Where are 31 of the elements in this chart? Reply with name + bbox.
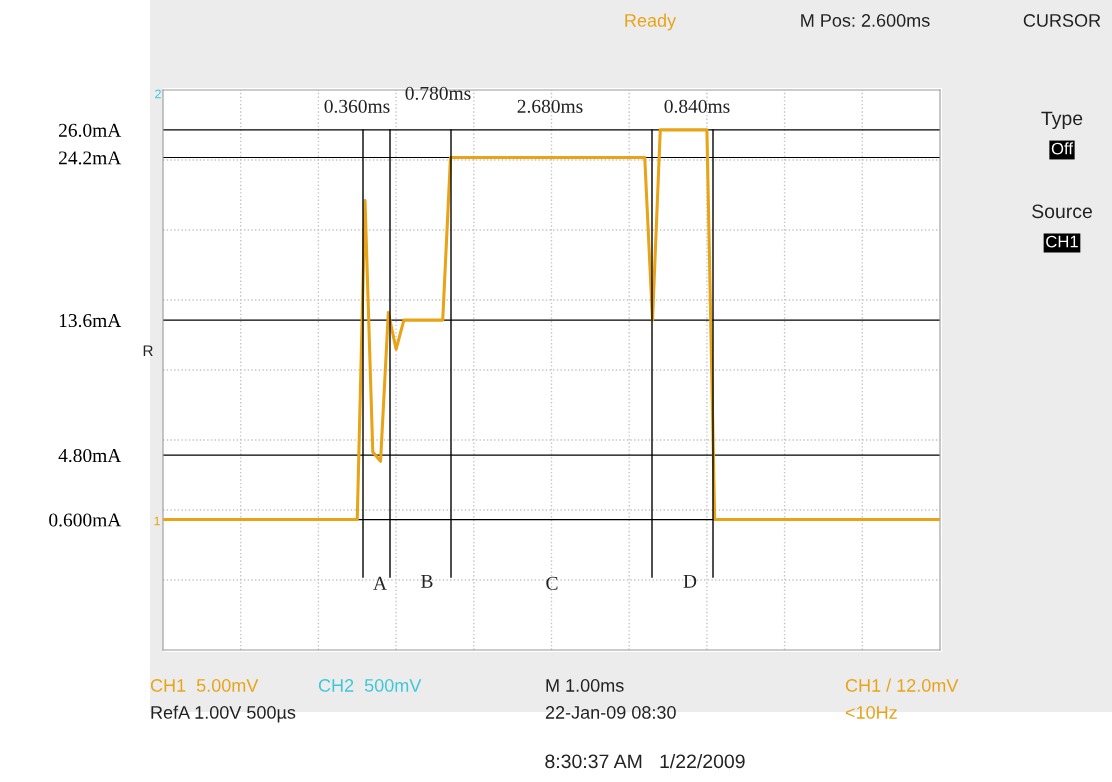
text: <10Hz [845, 706, 897, 719]
annotation: 0.780ms [405, 86, 471, 100]
annotation: 2.680ms [517, 99, 583, 113]
text: CH1 5.00mV [150, 679, 259, 692]
annotation: 0.840ms [664, 99, 730, 113]
y-tick-label: 0.600mA [49, 513, 122, 527]
text: 2 [155, 89, 161, 99]
annotation: A [373, 576, 387, 590]
text: M 1.00ms [546, 679, 624, 692]
text: Source [1032, 204, 1092, 219]
y-tick-label: 4.80mA [58, 448, 122, 463]
y-tick-label: 26.0mA [58, 123, 122, 137]
text: 1 [154, 516, 160, 526]
text: CURSOR [1023, 14, 1101, 27]
text: R [143, 345, 153, 356]
text: Type [1041, 111, 1083, 130]
text: Off [1051, 142, 1073, 155]
annotation: 0.360ms [324, 99, 390, 113]
text: CH1 [1046, 235, 1078, 248]
y-tick-label: 24.2mA [58, 151, 122, 165]
text: 22-Jan-09 08:30 [545, 706, 676, 719]
text: Ready [625, 13, 677, 31]
text: 8:30:37 AM 1/22/2009 [545, 753, 745, 769]
annotation: B [421, 574, 433, 588]
text: M Pos: 2.600ms [801, 14, 930, 27]
y-tick-label: 13.6mA [59, 314, 122, 328]
annotation: C [546, 576, 558, 590]
text: CH2 500mV [318, 679, 422, 692]
text: RefA 1.00V 500µs [151, 705, 296, 723]
text: CH1 / 12.0mV [845, 678, 959, 692]
annotation: D [683, 574, 697, 588]
